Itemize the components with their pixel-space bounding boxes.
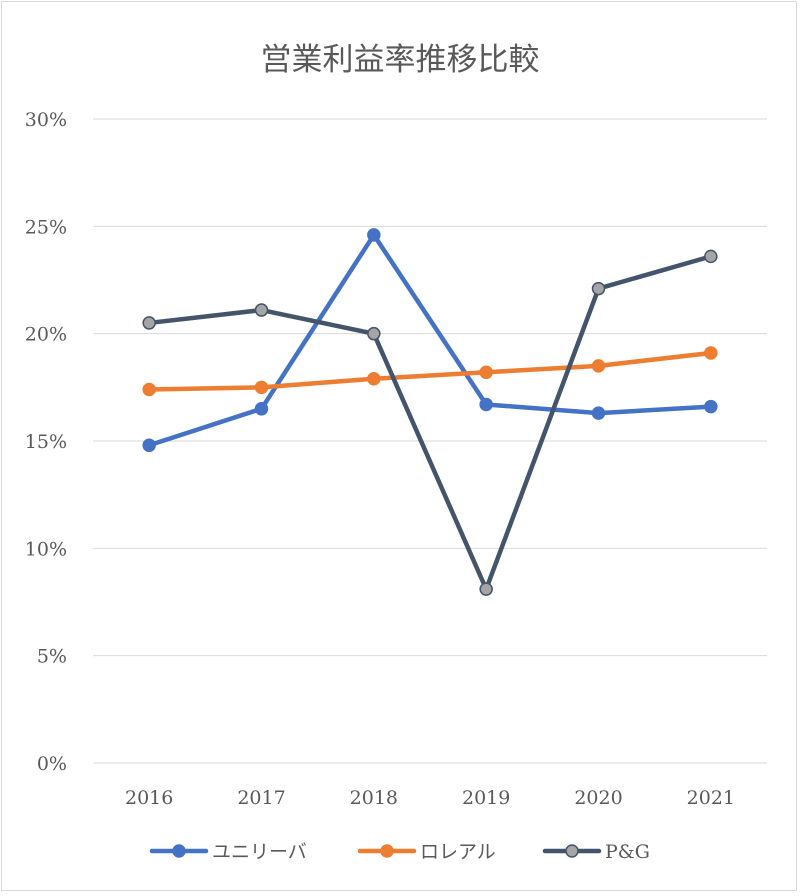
- data-point: [142, 316, 156, 330]
- data-point: [254, 380, 269, 395]
- data-point: [704, 346, 718, 360]
- x-tick-label: 2016: [125, 787, 173, 809]
- legend-swatch-marker: [172, 844, 186, 858]
- chart-title: 営業利益率推移比較: [261, 42, 540, 78]
- legend-item: ユニリーバ: [149, 841, 307, 863]
- data-point: [254, 303, 269, 317]
- x-tick-label: 2021: [687, 787, 735, 809]
- gridlines: [93, 118, 767, 764]
- data-point: [704, 249, 718, 264]
- data-point: [367, 326, 381, 341]
- legend-label: ユニリーバ: [212, 841, 307, 863]
- legend-item: P&G: [542, 841, 650, 863]
- series-lines: [142, 228, 718, 596]
- legend-swatch-marker: [565, 844, 579, 858]
- x-tick-label: 2017: [237, 787, 285, 809]
- data-point: [367, 228, 381, 242]
- legend-label: ロレアル: [420, 841, 496, 863]
- y-tick-label: 30%: [25, 109, 67, 131]
- data-point: [704, 399, 718, 414]
- data-point: [142, 438, 156, 453]
- data-point: [591, 281, 606, 296]
- data-point: [591, 406, 606, 420]
- series-3: [142, 249, 718, 596]
- series-line: [146, 232, 714, 448]
- data-point: [479, 582, 493, 596]
- y-tick-label: 25%: [25, 216, 67, 238]
- data-point: [479, 397, 493, 412]
- series-2: [142, 346, 718, 397]
- y-tick-label: 15%: [25, 431, 67, 453]
- y-tick-label: 10%: [25, 538, 67, 560]
- legend-item: ロレアル: [357, 841, 496, 863]
- y-axis-ticks: 0% 5% 10% 15% 20% 25% 30%: [25, 109, 67, 775]
- data-point: [479, 365, 493, 380]
- x-axis-ticks: 2016 2017 2018 2019 2020 2021: [125, 787, 735, 809]
- y-tick-label: 20%: [25, 324, 67, 346]
- legend-swatch-marker: [380, 844, 394, 858]
- series-line: [146, 254, 714, 592]
- x-tick-label: 2020: [574, 787, 622, 809]
- y-tick-label: 5%: [37, 646, 67, 668]
- data-point: [591, 359, 606, 373]
- legend: ユニリーバ ロレアル P&G: [149, 841, 650, 863]
- data-point: [254, 402, 269, 416]
- data-point: [367, 371, 381, 386]
- x-tick-label: 2018: [350, 787, 398, 809]
- data-point: [142, 382, 156, 397]
- legend-label: P&G: [605, 841, 650, 863]
- series-line: [146, 350, 714, 392]
- y-tick-label: 0%: [37, 753, 67, 775]
- x-tick-label: 2019: [462, 787, 510, 809]
- series-1: [142, 228, 718, 453]
